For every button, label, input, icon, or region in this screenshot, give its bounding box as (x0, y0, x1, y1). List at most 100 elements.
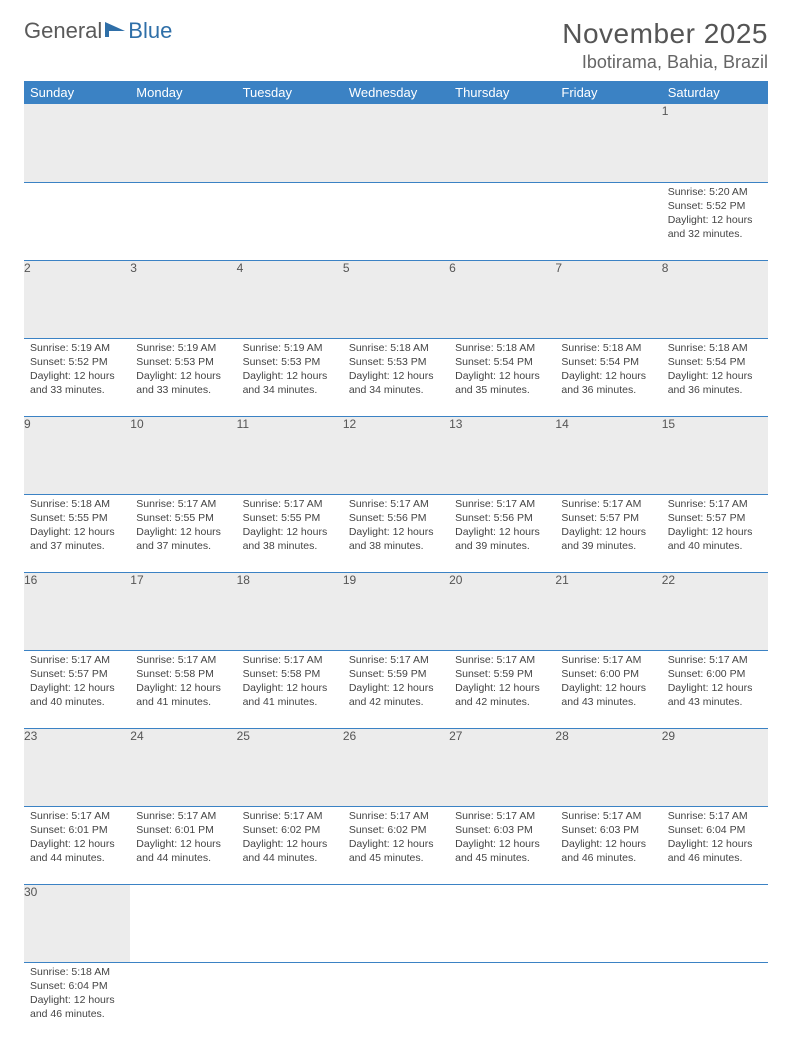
day-cell: Sunrise: 5:17 AMSunset: 5:56 PMDaylight:… (343, 494, 449, 572)
day-cell (555, 962, 661, 1040)
sunset-line: Sunset: 5:57 PM (30, 667, 124, 681)
day-number-cell: 26 (343, 728, 449, 806)
sunset-line: Sunset: 5:59 PM (455, 667, 549, 681)
day-number-cell (24, 104, 130, 182)
day-cell (449, 182, 555, 260)
sunrise-line: Sunrise: 5:18 AM (30, 965, 124, 979)
sunset-line: Sunset: 5:53 PM (349, 355, 443, 369)
daylight-line: Daylight: 12 hours and 37 minutes. (136, 525, 230, 553)
sunrise-line: Sunrise: 5:17 AM (243, 497, 337, 511)
daylight-line: Daylight: 12 hours and 41 minutes. (136, 681, 230, 709)
daylight-line: Daylight: 12 hours and 39 minutes. (561, 525, 655, 553)
day-cell: Sunrise: 5:17 AMSunset: 6:03 PMDaylight:… (555, 806, 661, 884)
day-number-cell: 5 (343, 260, 449, 338)
weekday-header: Wednesday (343, 81, 449, 104)
daylight-line: Daylight: 12 hours and 46 minutes. (668, 837, 762, 865)
day-details: Sunrise: 5:17 AMSunset: 6:01 PMDaylight:… (130, 807, 236, 870)
day-details: Sunrise: 5:18 AMSunset: 5:54 PMDaylight:… (555, 339, 661, 402)
day-cell (662, 962, 768, 1040)
daylight-line: Daylight: 12 hours and 38 minutes. (349, 525, 443, 553)
day-cell (237, 962, 343, 1040)
daylight-line: Daylight: 12 hours and 42 minutes. (455, 681, 549, 709)
sunset-line: Sunset: 6:04 PM (668, 823, 762, 837)
day-details: Sunrise: 5:20 AMSunset: 5:52 PMDaylight:… (662, 183, 768, 246)
day-number-cell (449, 884, 555, 962)
day-number-cell (449, 104, 555, 182)
day-details: Sunrise: 5:17 AMSunset: 5:58 PMDaylight:… (237, 651, 343, 714)
sunset-line: Sunset: 5:55 PM (243, 511, 337, 525)
day-details: Sunrise: 5:17 AMSunset: 5:56 PMDaylight:… (343, 495, 449, 558)
sunrise-line: Sunrise: 5:19 AM (243, 341, 337, 355)
weekday-header: Monday (130, 81, 236, 104)
sunset-line: Sunset: 5:54 PM (668, 355, 762, 369)
sunrise-line: Sunrise: 5:20 AM (668, 185, 762, 199)
day-cell (130, 962, 236, 1040)
daylight-line: Daylight: 12 hours and 43 minutes. (561, 681, 655, 709)
day-details: Sunrise: 5:17 AMSunset: 5:56 PMDaylight:… (449, 495, 555, 558)
weekday-header: Friday (555, 81, 661, 104)
day-cell: Sunrise: 5:17 AMSunset: 6:00 PMDaylight:… (662, 650, 768, 728)
day-details: Sunrise: 5:19 AMSunset: 5:53 PMDaylight:… (130, 339, 236, 402)
title-block: November 2025 Ibotirama, Bahia, Brazil (562, 18, 768, 73)
sunset-line: Sunset: 5:58 PM (136, 667, 230, 681)
sunset-line: Sunset: 6:04 PM (30, 979, 124, 993)
day-cell: Sunrise: 5:17 AMSunset: 6:02 PMDaylight:… (237, 806, 343, 884)
sunrise-line: Sunrise: 5:17 AM (30, 809, 124, 823)
day-details: Sunrise: 5:18 AMSunset: 5:54 PMDaylight:… (662, 339, 768, 402)
daylight-line: Daylight: 12 hours and 39 minutes. (455, 525, 549, 553)
day-details: Sunrise: 5:18 AMSunset: 5:53 PMDaylight:… (343, 339, 449, 402)
location: Ibotirama, Bahia, Brazil (562, 52, 768, 73)
day-details: Sunrise: 5:17 AMSunset: 6:03 PMDaylight:… (555, 807, 661, 870)
day-cell: Sunrise: 5:17 AMSunset: 5:58 PMDaylight:… (237, 650, 343, 728)
day-number-cell: 27 (449, 728, 555, 806)
day-cell: Sunrise: 5:17 AMSunset: 5:55 PMDaylight:… (130, 494, 236, 572)
sunset-line: Sunset: 5:54 PM (455, 355, 549, 369)
daylight-line: Daylight: 12 hours and 44 minutes. (136, 837, 230, 865)
sunset-line: Sunset: 5:56 PM (349, 511, 443, 525)
calendar-body: 1Sunrise: 5:20 AMSunset: 5:52 PMDaylight… (24, 104, 768, 1040)
sunrise-line: Sunrise: 5:17 AM (349, 809, 443, 823)
day-number-cell (237, 884, 343, 962)
day-number-cell: 28 (555, 728, 661, 806)
sunset-line: Sunset: 5:57 PM (561, 511, 655, 525)
day-details: Sunrise: 5:17 AMSunset: 6:04 PMDaylight:… (662, 807, 768, 870)
day-number-cell: 8 (662, 260, 768, 338)
day-cell: Sunrise: 5:17 AMSunset: 6:00 PMDaylight:… (555, 650, 661, 728)
logo-text-1: General (24, 18, 102, 44)
day-number-cell: 7 (555, 260, 661, 338)
daylight-line: Daylight: 12 hours and 42 minutes. (349, 681, 443, 709)
day-number-cell: 29 (662, 728, 768, 806)
day-cell: Sunrise: 5:19 AMSunset: 5:53 PMDaylight:… (130, 338, 236, 416)
day-cell: Sunrise: 5:17 AMSunset: 6:04 PMDaylight:… (662, 806, 768, 884)
day-cell: Sunrise: 5:19 AMSunset: 5:52 PMDaylight:… (24, 338, 130, 416)
day-cell (343, 182, 449, 260)
day-number-cell: 10 (130, 416, 236, 494)
daylight-line: Daylight: 12 hours and 33 minutes. (136, 369, 230, 397)
sunset-line: Sunset: 6:03 PM (561, 823, 655, 837)
sunrise-line: Sunrise: 5:17 AM (30, 653, 124, 667)
day-cell: Sunrise: 5:18 AMSunset: 5:54 PMDaylight:… (449, 338, 555, 416)
day-number-cell: 9 (24, 416, 130, 494)
sunrise-line: Sunrise: 5:17 AM (455, 497, 549, 511)
day-cell: Sunrise: 5:19 AMSunset: 5:53 PMDaylight:… (237, 338, 343, 416)
sunrise-line: Sunrise: 5:17 AM (349, 497, 443, 511)
daylight-line: Daylight: 12 hours and 45 minutes. (455, 837, 549, 865)
sunset-line: Sunset: 5:52 PM (668, 199, 762, 213)
sunset-line: Sunset: 5:55 PM (136, 511, 230, 525)
sunrise-line: Sunrise: 5:17 AM (455, 809, 549, 823)
day-cell (555, 182, 661, 260)
day-number-cell: 30 (24, 884, 130, 962)
day-cell: Sunrise: 5:18 AMSunset: 5:55 PMDaylight:… (24, 494, 130, 572)
sunset-line: Sunset: 6:00 PM (561, 667, 655, 681)
weekday-header: Sunday (24, 81, 130, 104)
sunset-line: Sunset: 6:02 PM (243, 823, 337, 837)
day-number-cell: 6 (449, 260, 555, 338)
daylight-line: Daylight: 12 hours and 32 minutes. (668, 213, 762, 241)
weekday-header: Saturday (662, 81, 768, 104)
logo: General Blue (24, 18, 172, 44)
day-cell: Sunrise: 5:17 AMSunset: 6:02 PMDaylight:… (343, 806, 449, 884)
daylight-line: Daylight: 12 hours and 43 minutes. (668, 681, 762, 709)
sunset-line: Sunset: 5:56 PM (455, 511, 549, 525)
sunset-line: Sunset: 5:57 PM (668, 511, 762, 525)
day-number-cell: 1 (662, 104, 768, 182)
